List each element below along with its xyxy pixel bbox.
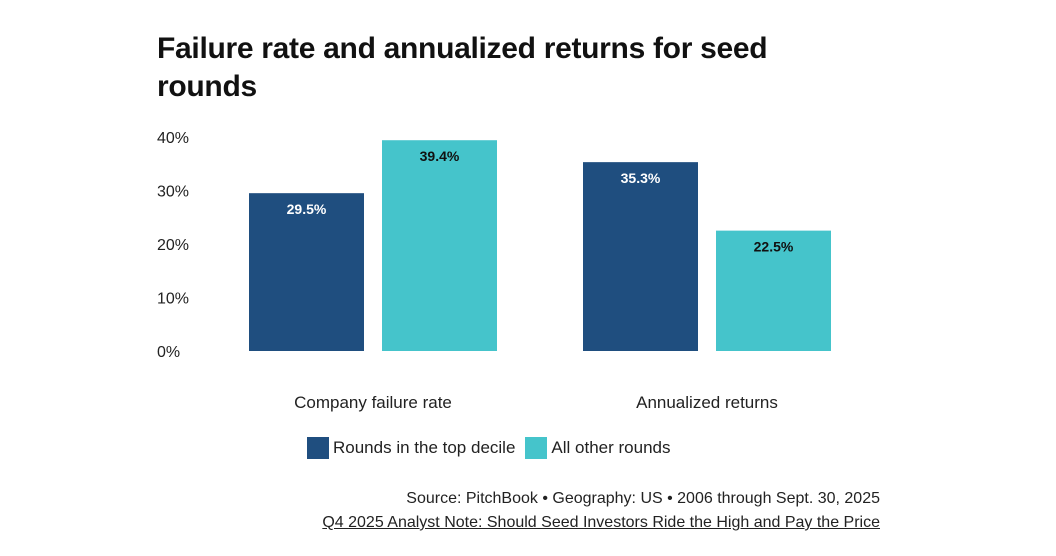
legend-label-top-decile: Rounds in the top decile — [333, 438, 516, 457]
bar-other-1 — [716, 230, 831, 351]
category-label: Annualized returns — [636, 393, 778, 412]
bar-chart: 0% 10% 20% 30% 40% 29.5% 39.4% 35.3% 22.5% Comp… — [157, 130, 831, 412]
legend: Rounds in the top decile All other round… — [307, 437, 680, 459]
data-label: 22.5% — [754, 239, 794, 255]
analyst-note-link[interactable]: Q4 2025 Analyst Note: Should Seed Invest… — [322, 514, 880, 531]
legend-item-other: All other rounds — [525, 437, 670, 459]
y-tick-label: 30% — [157, 184, 189, 201]
category-labels-group: Company failure rate Annualized returns — [294, 393, 778, 412]
y-tick-label: 20% — [157, 237, 189, 254]
category-label: Company failure rate — [294, 393, 452, 412]
data-label: 39.4% — [420, 148, 460, 164]
data-labels-group: 29.5% 39.4% 35.3% 22.5% — [287, 148, 794, 254]
data-label: 35.3% — [621, 170, 661, 186]
source-block: Source: PitchBook • Geography: US • 2006… — [322, 487, 880, 535]
y-axis-ticks: 0% 10% 20% 30% 40% — [157, 130, 189, 361]
y-tick-label: 0% — [157, 344, 180, 361]
bars-group — [249, 140, 831, 351]
legend-item-top-decile: Rounds in the top decile — [307, 437, 515, 459]
source-text: Source: PitchBook • Geography: US • 2006… — [406, 490, 880, 507]
data-label: 29.5% — [287, 201, 327, 217]
chart-title: Failure rate and annualized returns for … — [157, 32, 768, 103]
legend-swatch-top-decile — [307, 437, 329, 459]
bar-top-decile-0 — [249, 193, 364, 351]
legend-swatch-other — [525, 437, 548, 459]
bar-top-decile-1 — [583, 162, 698, 351]
y-tick-label: 40% — [157, 130, 189, 147]
bar-other-0 — [382, 140, 497, 351]
y-tick-label: 10% — [157, 291, 189, 308]
legend-label-other: All other rounds — [551, 438, 671, 457]
